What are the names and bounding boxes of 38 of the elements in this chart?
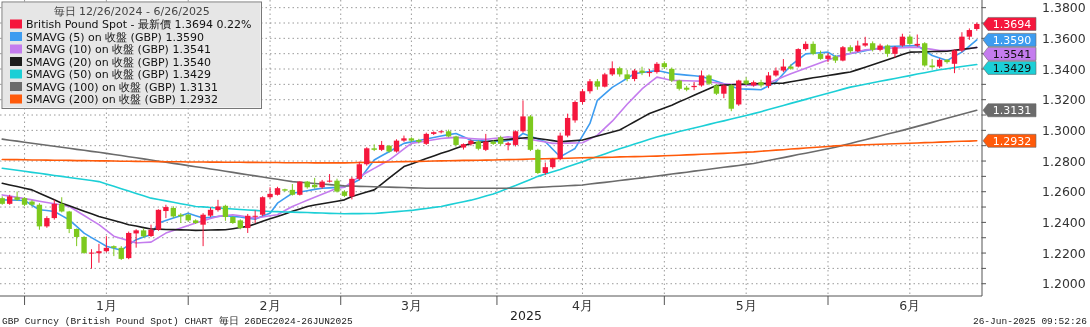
y-tick-label: 1.2800 [1042,153,1086,169]
y-tick-label: 1.3400 [1042,61,1086,77]
x-tick-label: 4月 [572,298,593,313]
value-tag: 1.2932 [982,134,1037,148]
y-tick-label: 1.2600 [1042,184,1086,200]
x-tick-label: 2月 [259,298,281,313]
legend-label: SMAVG (200) on 收盤 (GBP) 1.2932 [26,93,218,106]
x-axis-title: 2025 [510,308,542,323]
x-tick-label: 6月 [899,298,921,313]
legend-label: SMAVG (100) on 收盤 (GBP) 1.3131 [26,80,218,94]
legend-label: SMAVG (50) on 收盤 (GBP) 1.3429 [26,68,211,81]
y-tick-label: 1.2000 [1042,276,1086,292]
y-tick-label: 1.2400 [1042,214,1086,230]
text: 26-Jun-2025 09:52:26 [972,316,1088,327]
y-tick-label: 1.3600 [1042,30,1086,46]
data-label: 1.2932 [992,134,1032,148]
value-tag: 1.3590 [982,33,1037,47]
data-label: 1.3590 [992,33,1032,47]
legend-label: SMAVG (10) on 收盤 (GBP) 1.3541 [26,43,211,56]
x-tick-label: 5月 [735,298,757,313]
y-tick-label: 1.3800 [1042,0,1086,16]
y-tick-label: 1.2200 [1042,245,1086,261]
x-tick-label: 1月 [95,298,117,313]
value-tag: 1.3131 [982,103,1037,118]
legend-label: British Pound Spot - 最新價 1.3694 0.22% [26,18,252,31]
data-label: 1.3429 [992,61,1032,75]
y-tick-label: 1.3000 [1042,122,1086,138]
text: GBP Curncy (British Pound Spot) CHART 毎日 26DEC2024-26JUN2025 [2,315,353,327]
y-tick-label: 1.3200 [1042,92,1086,108]
value-tag: 1.3429 [982,61,1037,75]
value-tag: 1.3541 [982,47,1037,61]
data-label: 1.3131 [992,104,1032,118]
data-label: 1.3541 [992,47,1032,61]
x-tick-label: 3月 [400,298,422,313]
value-tag: 1.3694 [982,17,1037,31]
legend-label: SMAVG (5) on 收盤 (GBP) 1.3590 [26,30,204,44]
legend-label: SMAVG (20) on 收盤 (GBP) 1.3540 [26,55,211,69]
legend-title: 毎日 12/26/2024 - 6/26/2025 [53,4,210,18]
